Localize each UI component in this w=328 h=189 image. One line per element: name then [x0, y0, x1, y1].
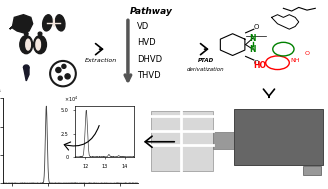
Ellipse shape: [55, 15, 65, 31]
Circle shape: [62, 64, 66, 68]
Text: O: O: [304, 51, 310, 56]
Text: VD: VD: [137, 22, 149, 31]
Ellipse shape: [24, 32, 28, 35]
Ellipse shape: [43, 15, 52, 31]
Circle shape: [56, 67, 61, 73]
Ellipse shape: [33, 36, 47, 54]
Text: N: N: [249, 45, 256, 54]
Polygon shape: [24, 67, 29, 81]
Text: $\times10^4$: $\times10^4$: [64, 95, 78, 104]
Ellipse shape: [38, 32, 42, 35]
Ellipse shape: [36, 39, 40, 50]
Text: O: O: [254, 24, 259, 30]
Circle shape: [58, 76, 62, 80]
Text: Pathway: Pathway: [130, 7, 172, 15]
Text: NH: NH: [291, 57, 300, 63]
Ellipse shape: [24, 65, 29, 70]
Ellipse shape: [20, 36, 33, 54]
Text: O: O: [254, 60, 259, 66]
Circle shape: [65, 74, 70, 79]
Text: HVD: HVD: [137, 38, 156, 47]
FancyBboxPatch shape: [303, 166, 321, 175]
Text: HO: HO: [253, 61, 266, 70]
Text: $\times10^5$: $\times10^5$: [0, 88, 2, 98]
FancyBboxPatch shape: [213, 132, 235, 149]
Text: THVD: THVD: [137, 71, 161, 80]
Ellipse shape: [26, 39, 31, 50]
FancyBboxPatch shape: [235, 109, 323, 165]
Polygon shape: [10, 15, 33, 33]
Text: derivatization: derivatization: [187, 67, 225, 72]
Text: DHVD: DHVD: [137, 55, 162, 64]
Text: PTAD: PTAD: [198, 58, 214, 63]
Text: Extraction: Extraction: [85, 58, 117, 63]
Text: N: N: [249, 34, 256, 43]
FancyBboxPatch shape: [151, 111, 213, 170]
